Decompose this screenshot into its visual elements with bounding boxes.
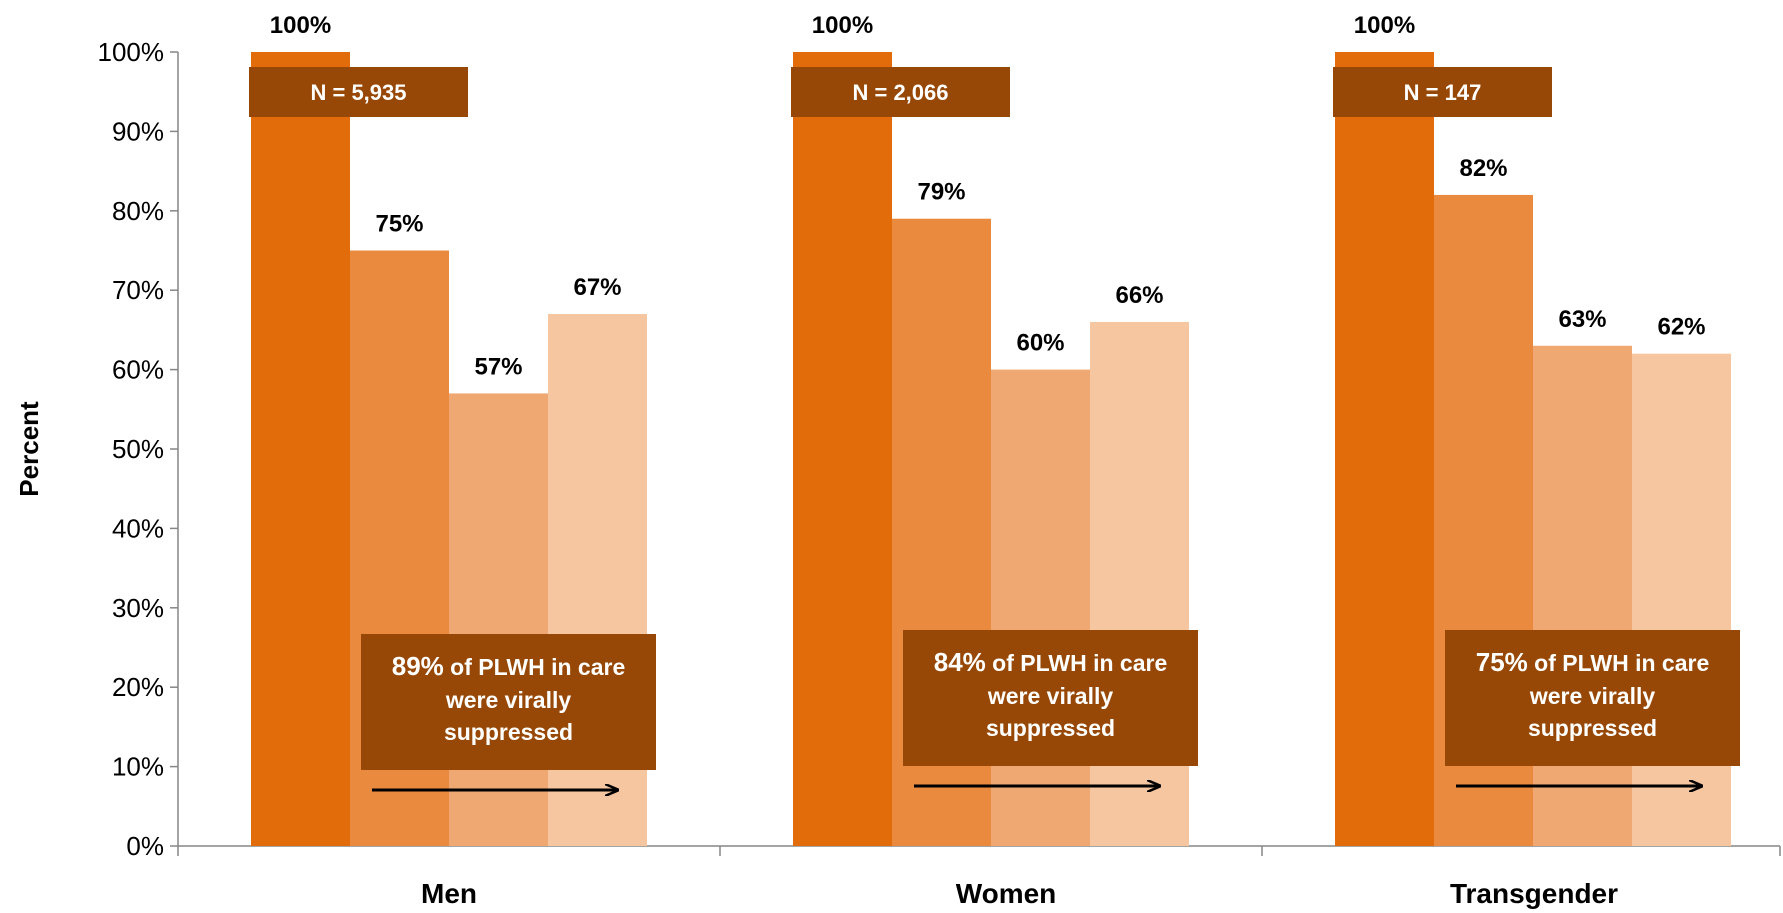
bar: [449, 393, 548, 846]
data-label: 75%: [375, 211, 423, 238]
y-tick-label: 10%: [112, 752, 164, 782]
data-label: 82%: [1459, 155, 1507, 182]
bar: [1533, 345, 1632, 846]
x-category-label: Transgender: [1450, 878, 1618, 909]
suppression-percent: 89%: [392, 651, 444, 681]
data-label: 57%: [474, 353, 522, 380]
y-tick-label: 60%: [112, 355, 164, 385]
bar: [1632, 353, 1731, 846]
suppression-note-text: of PLWH in care: [986, 650, 1167, 676]
suppression-note-text: of PLWH in care: [1528, 650, 1709, 676]
n-label: N = 147: [1404, 80, 1482, 105]
n-box: [791, 67, 1010, 117]
n-label: N = 2,066: [852, 80, 948, 105]
suppression-note-line: suppressed: [1528, 715, 1657, 741]
bar: [1090, 321, 1189, 847]
y-tick-label: 40%: [112, 513, 164, 543]
x-category-label: Men: [421, 878, 477, 909]
n-box: [249, 67, 468, 117]
y-tick-label: 70%: [112, 275, 164, 305]
data-label: 100%: [812, 12, 873, 39]
suppression-note-line: 89% of PLWH in care: [392, 651, 626, 681]
suppression-note-box: [1445, 630, 1740, 766]
y-tick-label: 90%: [112, 116, 164, 146]
suppression-percent: 75%: [1476, 647, 1528, 677]
data-label: 79%: [917, 179, 965, 206]
data-label: 66%: [1115, 282, 1163, 309]
suppression-note-line: 75% of PLWH in care: [1476, 647, 1710, 677]
bar: [1335, 52, 1434, 846]
suppression-note-line: were virally: [1529, 683, 1656, 709]
suppression-percent: 84%: [934, 647, 986, 677]
y-tick-label: 50%: [112, 434, 164, 464]
suppression-note-line: were virally: [987, 683, 1114, 709]
bar: [793, 52, 892, 846]
suppression-note-line: suppressed: [986, 715, 1115, 741]
data-label: 62%: [1657, 314, 1705, 341]
n-box: [1333, 67, 1552, 117]
y-tick-label: 80%: [112, 196, 164, 226]
x-category-label: Women: [956, 878, 1057, 909]
data-label: 63%: [1558, 306, 1606, 333]
data-label: 100%: [1354, 12, 1415, 39]
suppression-note-box: [361, 634, 656, 770]
y-axis-title: Percent: [14, 401, 44, 497]
data-label: 60%: [1016, 330, 1064, 357]
data-label: 100%: [270, 12, 331, 39]
suppression-note-line: 84% of PLWH in care: [934, 647, 1168, 677]
y-tick-label: 0%: [126, 831, 164, 861]
data-label: 67%: [573, 274, 621, 301]
bar: [991, 369, 1090, 846]
y-tick-label: 30%: [112, 593, 164, 623]
n-label: N = 5,935: [310, 80, 406, 105]
bar: [251, 52, 350, 846]
suppression-note-line: suppressed: [444, 719, 573, 745]
y-tick-label: 100%: [98, 37, 165, 67]
y-tick-label: 20%: [112, 672, 164, 702]
suppression-note-box: [903, 630, 1198, 766]
suppression-note-line: were virally: [445, 687, 572, 713]
suppression-note-text: of PLWH in care: [444, 654, 625, 680]
